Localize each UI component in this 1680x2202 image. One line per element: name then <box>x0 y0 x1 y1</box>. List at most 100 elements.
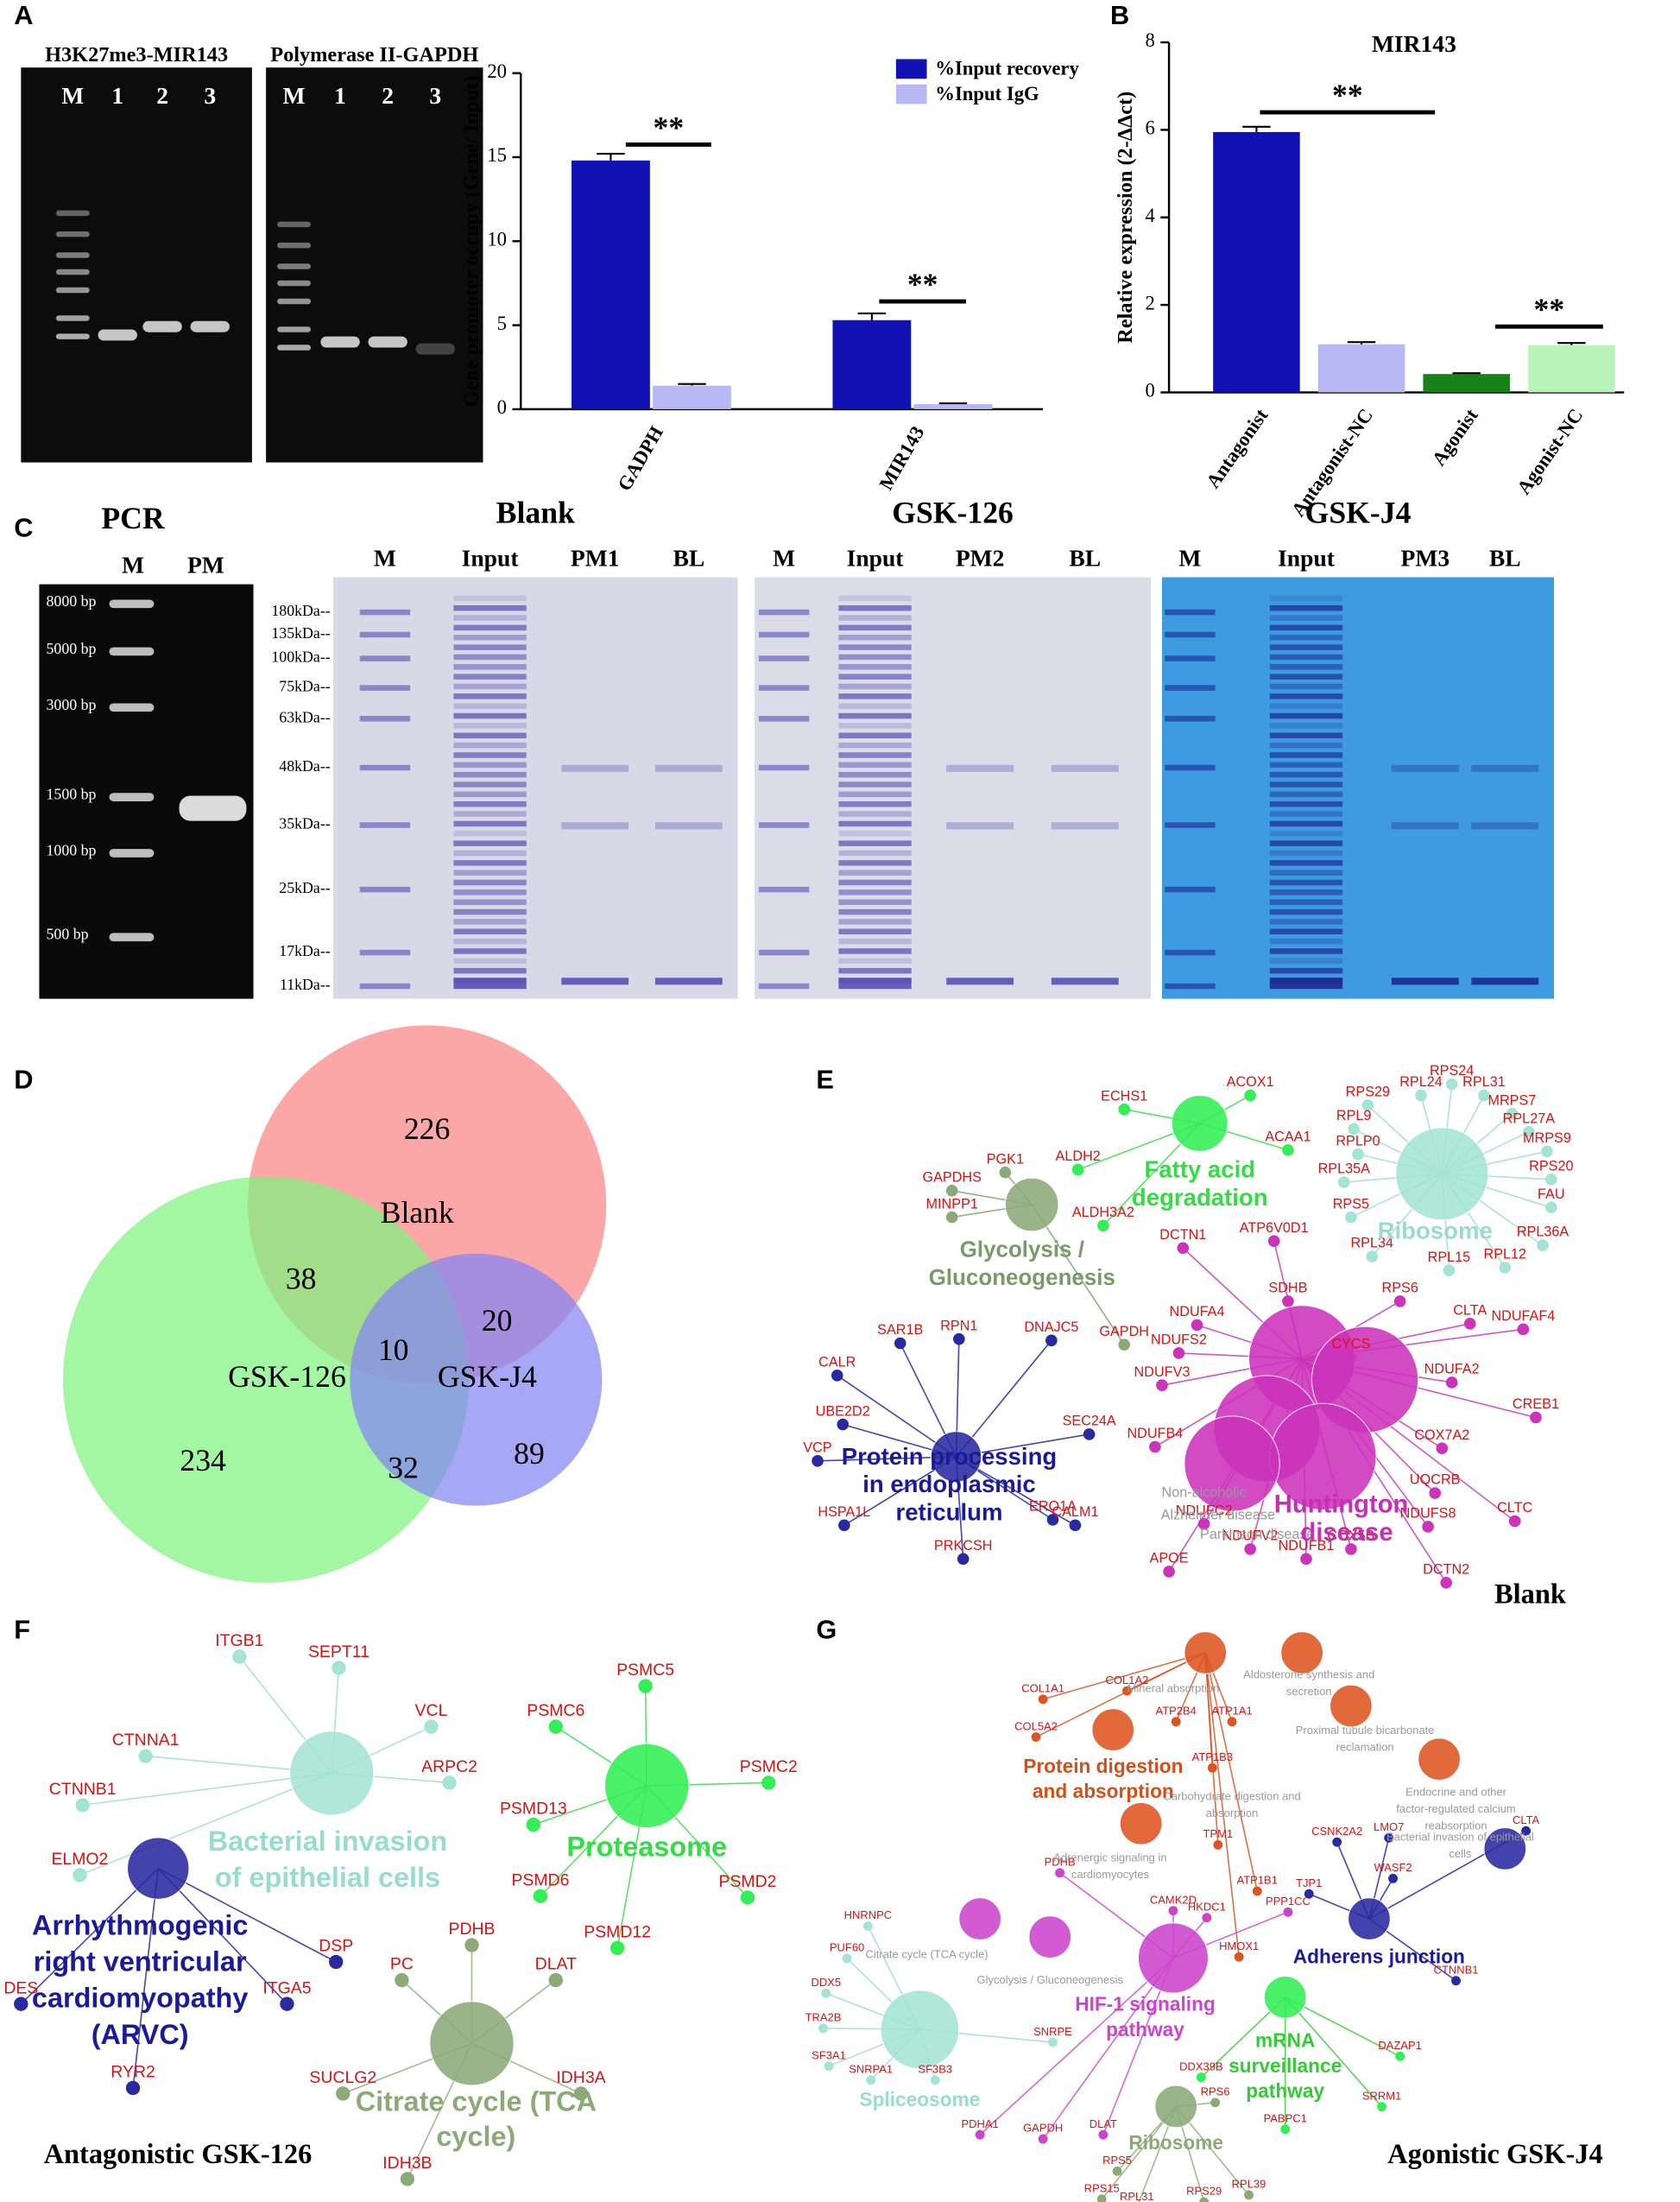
gene-node <box>1055 1868 1065 1878</box>
lane-label: 1 <box>111 82 123 109</box>
venn-count: 234 <box>180 1443 226 1477</box>
ladder-band <box>1165 764 1216 771</box>
gene-node <box>831 1370 843 1382</box>
gene-label: DDX39B <box>1179 2060 1222 2072</box>
venn-circle <box>62 1176 470 1583</box>
gene-label: TJP1 <box>1296 1876 1322 1889</box>
gel-band <box>1269 850 1343 857</box>
venn-set-label: Blank <box>381 1195 454 1230</box>
gene-node <box>1171 1717 1181 1727</box>
gene-label: GAPDH <box>1099 1324 1149 1339</box>
gene-label: HSPA1L <box>818 1504 870 1520</box>
gene-label: RPS20 <box>1529 1158 1573 1174</box>
gene-node <box>842 1953 852 1964</box>
ladder-band <box>758 655 810 661</box>
gel-band <box>838 928 912 935</box>
chart-title: MIR143 <box>1372 30 1456 57</box>
gene-node <box>1069 1519 1082 1532</box>
gene-label: SRRM1 <box>1362 2089 1401 2102</box>
gene-node <box>1112 2166 1122 2176</box>
panel-label: D <box>14 1064 33 1094</box>
gene-node <box>1537 1239 1549 1251</box>
gel-band <box>453 771 527 778</box>
lane-label: BL <box>1069 544 1101 571</box>
gene-node <box>442 1775 457 1790</box>
gene-label: LMO7 <box>1374 1820 1404 1833</box>
y-tick-label: 2 <box>1146 292 1155 313</box>
legend-swatch <box>895 84 927 104</box>
pathway-node <box>1154 2085 1198 2129</box>
marker-label: 180kDa-- <box>271 602 330 619</box>
pathway-label: Ribosome <box>1378 1218 1493 1244</box>
pathway-label-minor: Bacterial invasion of epithelial <box>1386 1830 1534 1843</box>
gel <box>332 577 738 999</box>
gene-label: RPS24 <box>1430 1063 1474 1079</box>
gel-band <box>1269 967 1343 974</box>
gene-node <box>1415 1089 1427 1102</box>
gene-label: SNRPA1 <box>849 2063 893 2076</box>
ladder-band <box>277 298 312 305</box>
gene-node <box>1098 2129 1108 2140</box>
gene-node <box>1352 1148 1364 1161</box>
gene-node <box>1244 2190 1254 2200</box>
gel-band <box>415 343 456 355</box>
gene-label: CLTA <box>1453 1303 1487 1319</box>
y-tick-label: 10 <box>487 228 507 250</box>
gel-band <box>453 615 527 621</box>
edge <box>1042 1957 1174 2140</box>
x-tick-label: Agonist-NC <box>1513 405 1587 498</box>
gene-label: HKDC1 <box>1188 1901 1226 1914</box>
gel-band <box>1269 938 1343 945</box>
gel-band <box>1269 820 1343 827</box>
significance-label: ** <box>1534 292 1565 326</box>
ladder-band <box>1165 631 1216 638</box>
marker-label: 5000 bp <box>47 640 97 657</box>
gene-label: ECHS1 <box>1101 1088 1147 1104</box>
gel-band <box>453 723 527 729</box>
gel-band <box>1051 764 1119 772</box>
ladder-band <box>277 280 312 287</box>
error-bar <box>1242 125 1271 132</box>
pathway-label: and absorption <box>1033 1780 1174 1802</box>
gel-band <box>453 604 527 611</box>
gel-title: GSK-126 <box>892 495 1014 529</box>
y-tick-label: 5 <box>497 313 507 334</box>
pathway-node <box>1119 1801 1163 1845</box>
gene-label: RPL31 <box>1120 2190 1154 2202</box>
gel-band <box>838 967 912 974</box>
gel <box>755 577 1152 999</box>
pathway-label: degradation <box>1132 1184 1268 1211</box>
gene-node <box>1436 1442 1449 1454</box>
ladder-band <box>109 647 155 656</box>
gene-label: ITGB1 <box>215 1631 263 1650</box>
gene-label: CALM1 <box>1052 1504 1098 1520</box>
gel-band <box>453 683 527 690</box>
y-tick-label: 8 <box>1146 29 1155 51</box>
pathway-label: Bacterial invasion <box>208 1826 448 1857</box>
gene-label: PDHB <box>1045 1856 1076 1869</box>
gene-label: HMOX1 <box>1219 1939 1259 1952</box>
ladder-band <box>758 764 810 771</box>
gel-band <box>453 889 527 895</box>
gene-label: COX7A2 <box>1414 1427 1469 1443</box>
gene-label: PSMC5 <box>616 1661 674 1680</box>
gel-band <box>1269 781 1343 788</box>
gene-node <box>424 1719 439 1734</box>
edge <box>79 1772 332 1876</box>
gene-label: NDUFB1 <box>1279 1538 1335 1553</box>
edge <box>1204 1652 1259 1892</box>
marker-label: 8000 bp <box>47 592 97 610</box>
pathway-label: pathway <box>1246 2079 1324 2102</box>
pathway-node <box>604 1743 690 1829</box>
gel-band <box>368 336 407 348</box>
ladder-band <box>1165 655 1216 661</box>
gene-node <box>548 1972 563 1988</box>
pathway-label: Ribosome <box>1128 2131 1223 2154</box>
gene-label: DNAJC5 <box>1024 1319 1078 1335</box>
marker-label: 500 bp <box>47 926 89 943</box>
pathway-label: HIF-1 signaling <box>1075 1993 1216 2015</box>
gene-node <box>1234 1952 1244 1962</box>
gene-node <box>1429 1487 1442 1499</box>
